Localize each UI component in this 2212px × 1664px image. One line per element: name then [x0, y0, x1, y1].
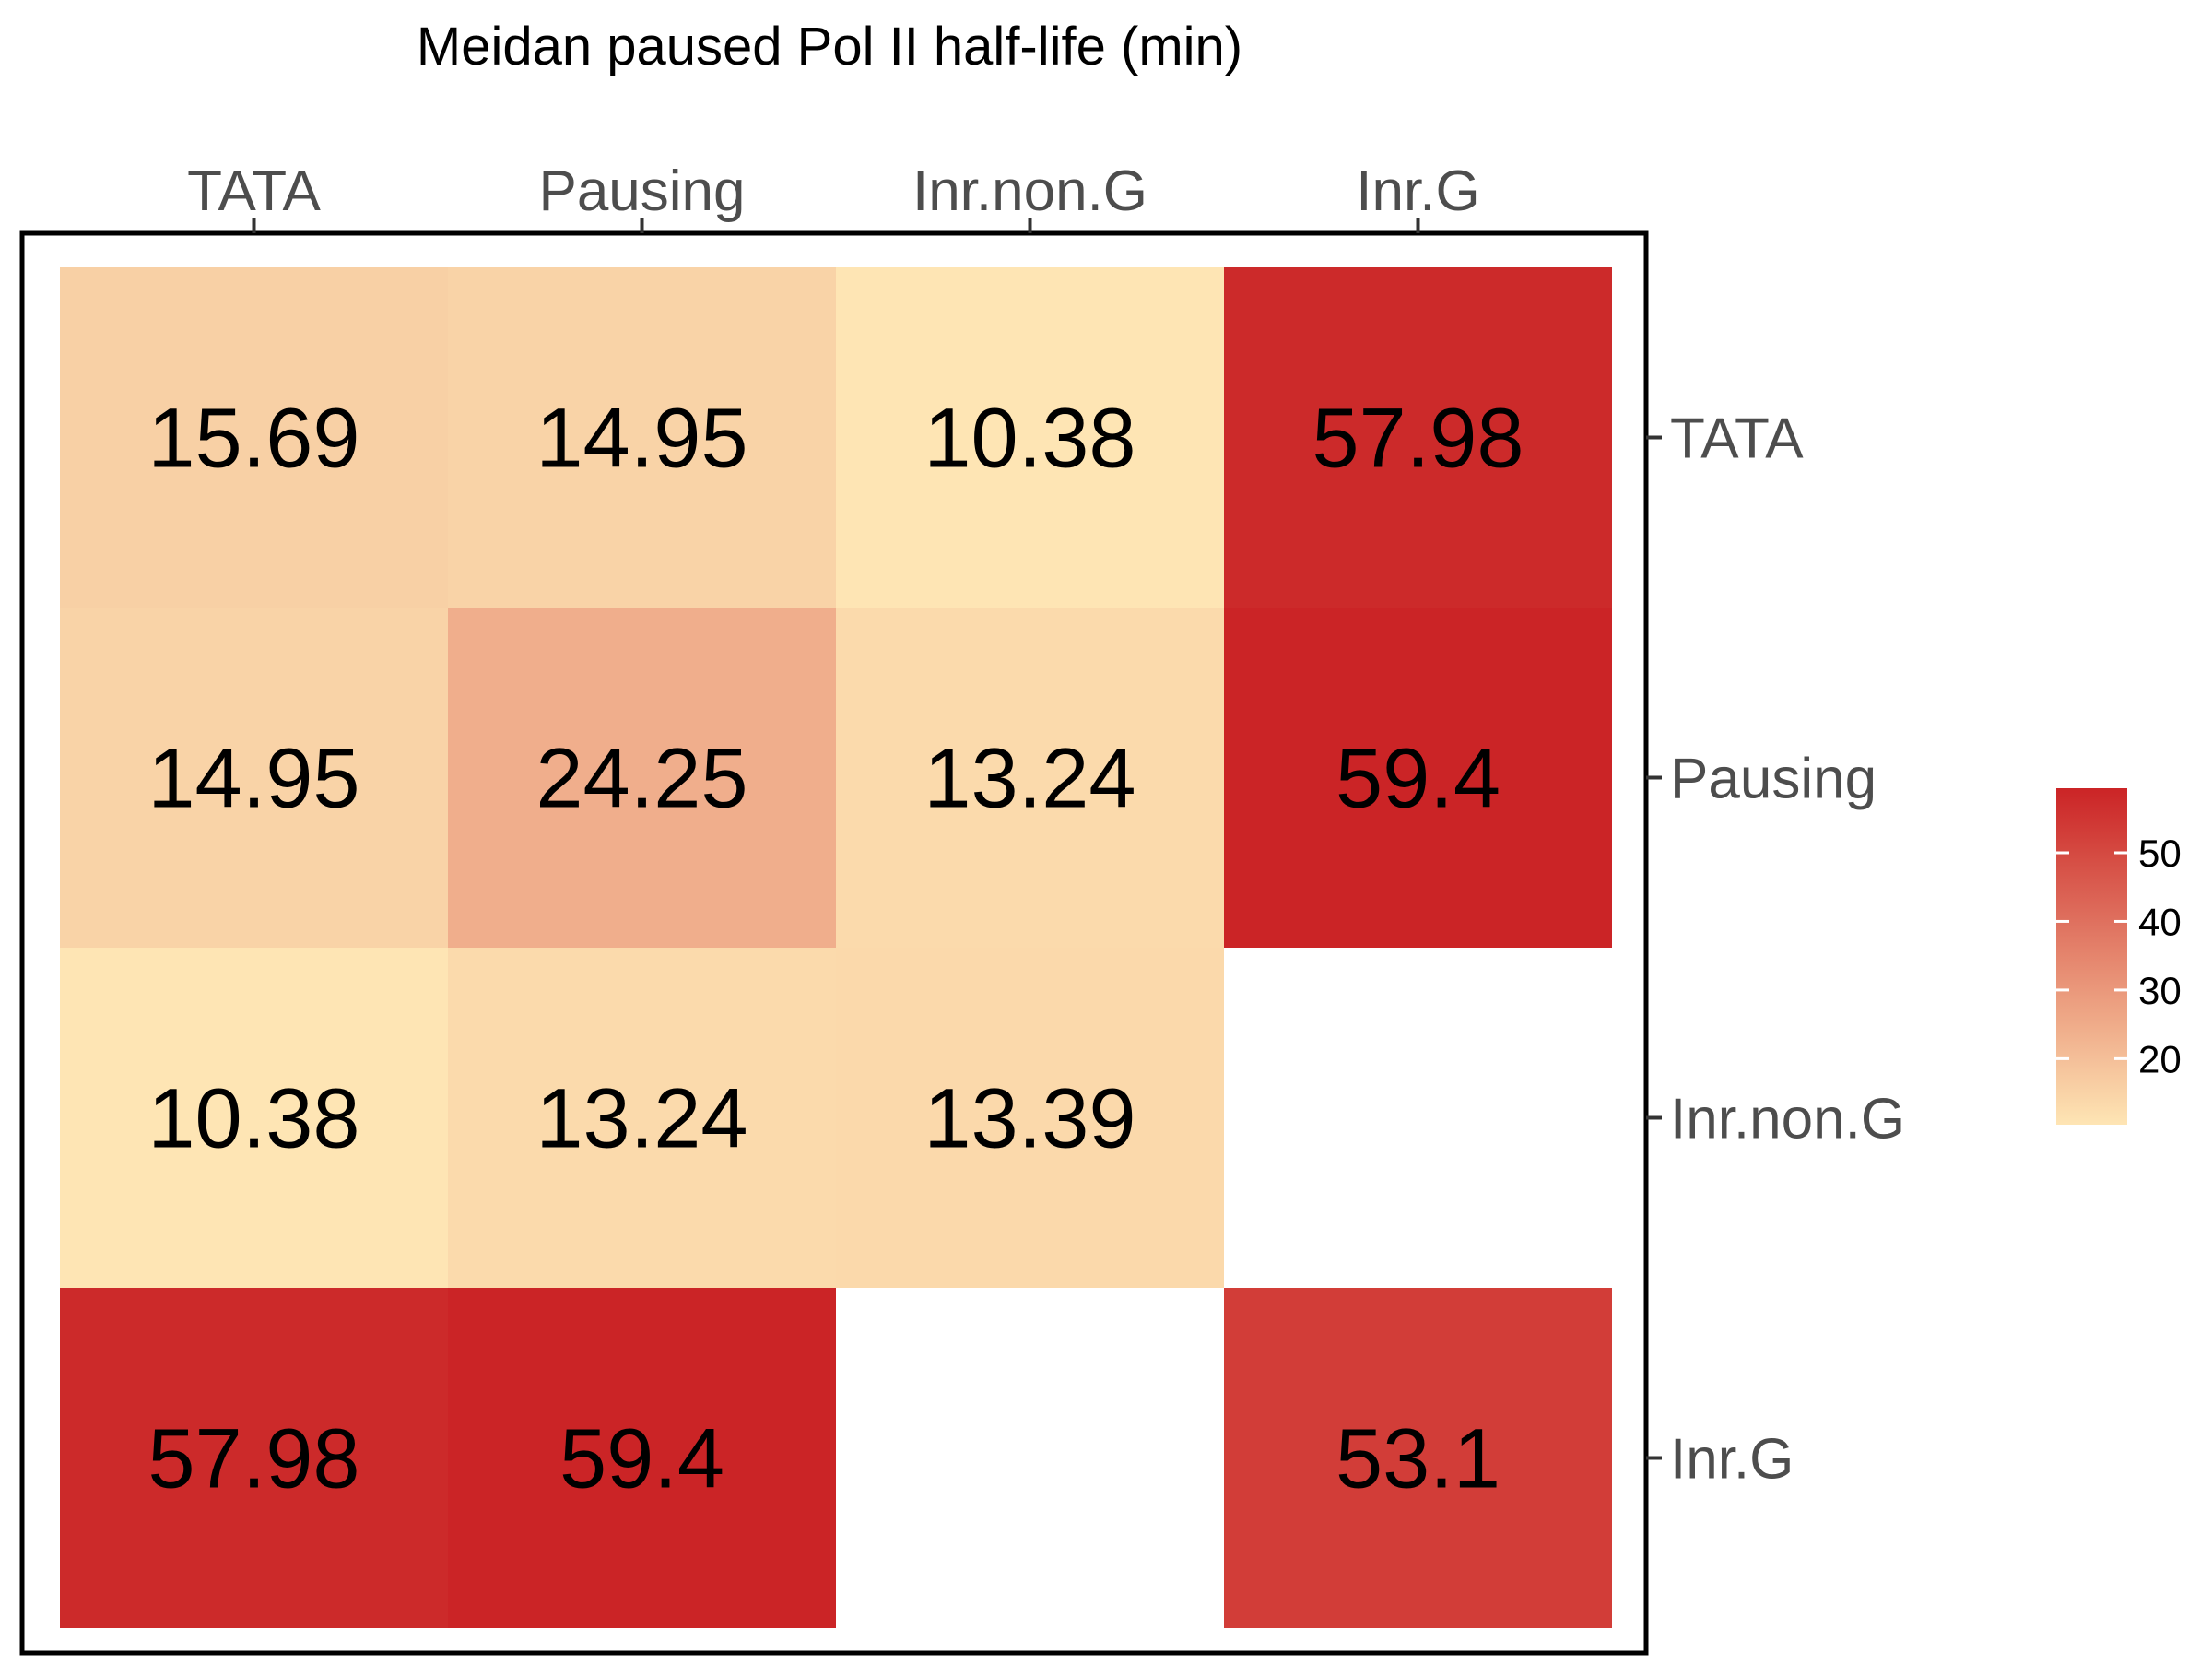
heatmap-cell: 24.25	[448, 608, 836, 948]
cell-value-label: 13.24	[924, 732, 1135, 826]
cell-inr-g-inr-g	[1224, 1288, 1612, 1628]
cell-inr-g-pausing	[1224, 608, 1612, 948]
panel-border	[19, 230, 1649, 1656]
heatmap-cell: 10.38	[60, 948, 448, 1288]
cell-pausing-inr-non-g	[448, 948, 836, 1288]
y-tick-label: Inr.G	[1670, 1428, 1794, 1492]
cell-value-label: 24.25	[535, 732, 747, 826]
heatmap-cell: 13.24	[836, 608, 1224, 948]
cell-inr-g-tata	[1224, 267, 1612, 608]
cell-tata-tata	[60, 267, 448, 608]
cell-pausing-pausing	[448, 608, 836, 948]
cell-inr-non-g-inr-non-g	[836, 948, 1224, 1288]
heatmap-cell: 57.98	[1224, 267, 1612, 608]
cell-value-label: 13.24	[535, 1072, 747, 1166]
heatmap-cells: 15.69 14.95 10.38 57.98 14.95 24.25 13.24 59.4 1…	[60, 267, 1612, 1628]
cell-value-label: 10.38	[147, 1072, 359, 1166]
cell-tata-pausing	[60, 608, 448, 948]
heatmap-cell: 53.1	[1224, 1288, 1612, 1628]
heatmap-cell: 57.98	[60, 1288, 448, 1628]
y-axis-right: TATA Pausing Inr.non.G Inr.G	[1646, 407, 1905, 1492]
legend-colorbar	[2056, 788, 2127, 1125]
legend-tick-label: 40	[2138, 900, 2182, 943]
heatmap-cell: 10.38	[836, 267, 1224, 608]
heatmap-cell: 15.69	[60, 267, 448, 608]
cell-inr-non-g-pausing	[836, 608, 1224, 948]
heatmap-cell: 13.24	[448, 948, 836, 1288]
cell-value-label: 57.98	[1312, 392, 1524, 486]
cell-value-label: 14.95	[147, 732, 359, 826]
cell-pausing-inr-g	[448, 1288, 836, 1628]
legend-tick-label: 30	[2138, 969, 2182, 1012]
cell-value-label: 53.1	[1335, 1412, 1500, 1506]
cell-value-label: 14.95	[535, 392, 747, 486]
cell-value-label: 13.39	[924, 1072, 1135, 1166]
cell-tata-inr-g	[60, 1288, 448, 1628]
x-tick-label: TATA	[187, 159, 321, 223]
cell-value-label: 57.98	[147, 1412, 359, 1506]
cell-inr-non-g-tata	[836, 267, 1224, 608]
cell-pausing-tata	[448, 267, 836, 608]
y-tick-label: Inr.non.G	[1670, 1088, 1905, 1151]
heatmap-cell: 59.4	[1224, 608, 1612, 948]
heatmap-cell: 13.39	[836, 948, 1224, 1288]
cell-value-label: 10.38	[924, 392, 1135, 486]
heatmap-cell: 59.4	[448, 1288, 836, 1628]
x-axis-top: TATA Pausing Inr.non.G Inr.G	[187, 159, 1480, 233]
cell-value-label: 15.69	[147, 392, 359, 486]
heatmap-cell: 14.95	[60, 608, 448, 948]
legend-tick-label: 50	[2138, 832, 2182, 875]
y-tick-label: Pausing	[1670, 748, 1877, 811]
x-tick-label: Inr.non.G	[912, 159, 1147, 223]
legend-tick-label: 20	[2138, 1037, 2182, 1080]
chart-title: Meidan paused Pol II half-life (min)	[417, 17, 1242, 77]
color-legend: 20 30 40 50	[2056, 788, 2182, 1125]
cell-value-label: 59.4	[1335, 732, 1500, 826]
x-tick-label: Pausing	[538, 159, 745, 223]
y-tick-label: TATA	[1670, 407, 1804, 471]
cell-value-label: 59.4	[559, 1412, 724, 1506]
heatmap-cell: 14.95	[448, 267, 836, 608]
cell-tata-inr-non-g	[60, 948, 448, 1288]
x-tick-label: Inr.G	[1356, 159, 1479, 223]
